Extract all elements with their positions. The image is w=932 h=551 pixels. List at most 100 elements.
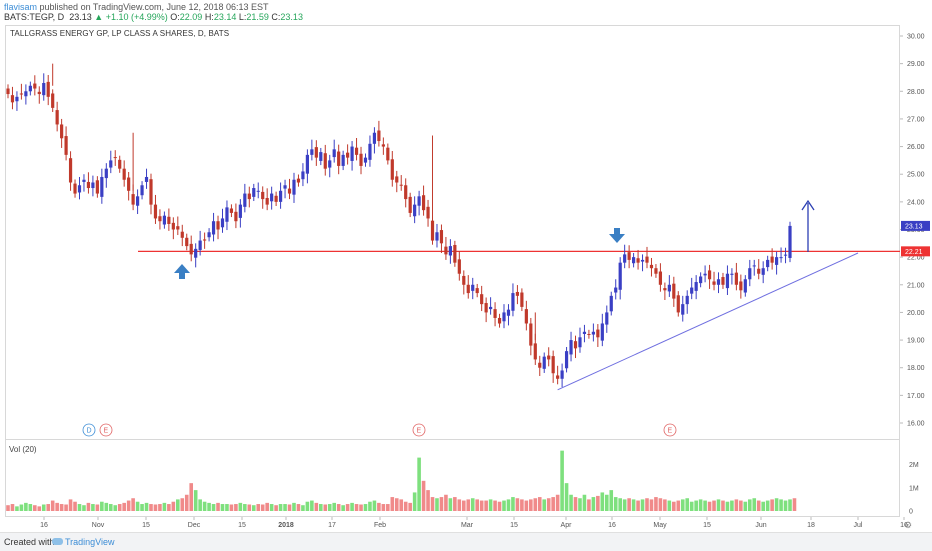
- candle-body: [60, 124, 64, 139]
- candle-body: [471, 284, 475, 291]
- tradingview-logo-icon: [52, 538, 63, 545]
- volume-bar: [162, 502, 167, 511]
- volume-bar: [238, 502, 243, 511]
- volume-bar: [363, 504, 368, 511]
- candle-body: [211, 221, 216, 235]
- volume-bar: [533, 498, 538, 511]
- volume-bar: [792, 498, 797, 511]
- volume-bar: [453, 497, 457, 511]
- volume-bar: [582, 494, 587, 511]
- volume-bar: [658, 498, 663, 511]
- volume-bar: [55, 502, 59, 511]
- volume-bar: [497, 501, 502, 511]
- candle-body: [493, 309, 497, 318]
- volume-bar: [765, 500, 770, 511]
- candle-body: [180, 231, 184, 238]
- volume-bar: [672, 501, 676, 511]
- candle-body: [319, 152, 323, 161]
- volume-bar: [345, 504, 350, 511]
- y-tick-label: 24.00: [907, 199, 925, 206]
- event-marker-e[interactable]: [99, 423, 113, 437]
- volume-bar: [631, 499, 636, 511]
- volume-bar: [33, 505, 37, 511]
- volume-bar: [788, 499, 792, 511]
- y-tick-label: 29.00: [907, 61, 925, 68]
- footer-bar: Created with TradingView: [0, 532, 932, 551]
- candle-body: [113, 157, 117, 159]
- candle-body: [185, 237, 189, 247]
- candle-body: [6, 88, 10, 95]
- candle-body: [475, 288, 479, 294]
- volume-bar: [399, 499, 404, 511]
- volume-bar: [104, 502, 109, 511]
- volume-bar: [354, 504, 359, 511]
- volume-bar: [734, 499, 739, 511]
- volume-bar: [555, 494, 560, 511]
- event-marker-e[interactable]: [663, 423, 677, 437]
- volume-bar: [573, 497, 578, 511]
- volume-bar: [140, 504, 144, 511]
- candle-body: [591, 331, 595, 335]
- candle-body: [676, 295, 680, 313]
- candle-body: [511, 293, 515, 311]
- author-link[interactable]: flavisam: [4, 2, 38, 12]
- candle-body: [734, 272, 738, 285]
- candle-body: [632, 257, 636, 264]
- candle-body: [489, 306, 493, 310]
- candle-body: [600, 323, 604, 341]
- volume-bar: [247, 504, 252, 511]
- candle-body: [480, 294, 484, 305]
- volume-bar: [359, 504, 363, 511]
- volume-bar: [743, 501, 748, 511]
- price-change: +1.10 (+4.99%): [105, 12, 168, 22]
- candle-body: [149, 179, 153, 205]
- volume-bar: [542, 499, 547, 511]
- volume-bar: [234, 504, 238, 511]
- volume-bar: [386, 504, 390, 511]
- volume-bar: [774, 498, 779, 511]
- settings-gear-icon[interactable]: ⚙: [904, 520, 913, 530]
- candle-body: [582, 331, 587, 334]
- tradingview-brand-link[interactable]: TradingView: [52, 537, 115, 547]
- volume-bar: [265, 502, 269, 511]
- volume-bar: [756, 500, 761, 511]
- volume-bar: [408, 502, 412, 511]
- volume-bar: [707, 501, 712, 511]
- event-marker-label: E: [417, 428, 422, 435]
- candle-body: [761, 268, 765, 275]
- candle-body: [127, 177, 131, 191]
- trendline: [557, 252, 859, 391]
- volume-bar: [546, 498, 551, 511]
- candle-body: [538, 362, 542, 368]
- candle-body: [28, 85, 32, 92]
- x-tick-label: 15: [703, 522, 711, 529]
- candle-body: [725, 273, 730, 289]
- candle-body: [225, 207, 229, 222]
- candle-body: [426, 206, 430, 219]
- candle-body: [243, 193, 247, 207]
- candle-body: [399, 184, 403, 186]
- candle-body: [390, 159, 394, 180]
- candle-body: [435, 232, 439, 241]
- event-marker-e[interactable]: [412, 423, 426, 437]
- volume-bar: [752, 498, 757, 511]
- volume-bar: [19, 504, 24, 511]
- candle-body: [171, 222, 175, 230]
- candle-body: [86, 181, 91, 189]
- price-chart[interactable]: 30.0029.0028.0027.0026.0025.0024.0023.00…: [0, 0, 932, 532]
- candle-body: [287, 188, 292, 194]
- resistance-down-arrow-icon: [609, 228, 625, 243]
- last-price: 23.13: [69, 12, 92, 22]
- volume-bar: [591, 497, 596, 511]
- candle-body: [654, 268, 658, 274]
- candle-body: [645, 256, 649, 263]
- volume-pane[interactable]: [5, 440, 900, 517]
- volume-bar: [117, 504, 122, 511]
- event-marker-d[interactable]: [82, 423, 96, 437]
- volume-bar: [689, 501, 694, 511]
- candle-body: [627, 252, 631, 260]
- candle-body: [109, 160, 113, 168]
- candle-body: [73, 183, 77, 194]
- price-pane[interactable]: [5, 25, 900, 440]
- candle-body: [220, 218, 225, 228]
